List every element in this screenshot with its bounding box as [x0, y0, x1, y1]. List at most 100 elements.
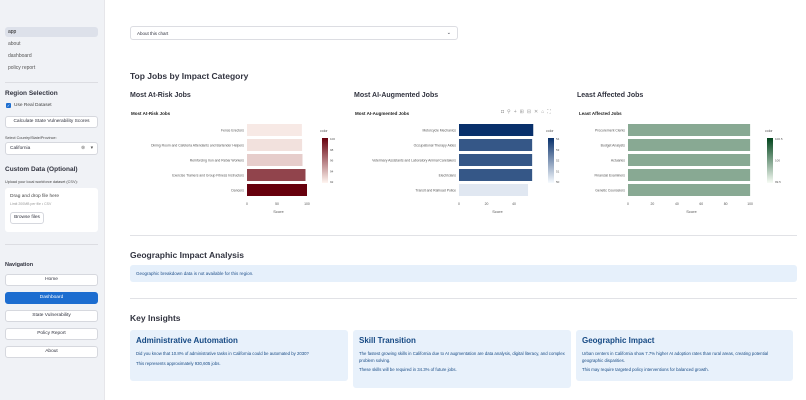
least-affected-heading: Least Affected Jobs	[577, 92, 644, 99]
x-tick-label: 100	[304, 202, 310, 206]
colorbar-tick-label: 99.5	[775, 180, 781, 184]
insight-card-automation: Administrative Automation Did you know t…	[130, 330, 348, 381]
insight-card-skill: Skill Transition The fastest growing ski…	[353, 330, 571, 388]
ai-augmented-chart[interactable]: Most AI-Augmented Jobs Motorcycle Mechani…	[349, 105, 569, 217]
modebar: ◘⚲+⊞⊟✕⌂⛶	[501, 109, 554, 115]
country-select-value: California	[10, 146, 31, 151]
nav-policy-report-button[interactable]: Policy Report	[5, 328, 98, 340]
y-tick-label: Actuaries	[611, 159, 625, 163]
chart-title: Least Affected Jobs	[579, 111, 622, 116]
custom-data-heading: Custom Data (Optional)	[5, 166, 78, 173]
zoom-out-icon[interactable]: ⊟	[526, 109, 535, 115]
clear-icon[interactable]: ⊗	[80, 146, 85, 151]
ai-augmented-heading: Most AI-Augmented Jobs	[354, 92, 439, 99]
least-affected-chart[interactable]: Least Affected Jobs Procurement Clerks Bud…	[573, 105, 793, 217]
y-tick-label: Genetic Counselors	[595, 189, 625, 193]
bar-genetic-counselors	[628, 184, 751, 196]
page-link-policy-report[interactable]: policy report	[8, 65, 36, 71]
calculate-scores-button[interactable]: Calculate State Vulnerability Scores	[5, 116, 98, 128]
y-tick-label: Dining Room and Cafeteria Attendants and…	[151, 144, 244, 148]
y-tick-label: Transit and Railroad Police	[415, 189, 456, 193]
bar-procurement-clerks	[628, 124, 751, 136]
drop-limit: Limit 200MB per file • CSV	[10, 202, 52, 206]
fullscreen-icon[interactable]: ⛶	[547, 109, 554, 115]
navigation-heading: Navigation	[5, 262, 34, 268]
nav-dashboard-button[interactable]: Dashboard	[5, 292, 98, 304]
at-risk-heading: Most At-Risk Jobs	[130, 92, 191, 99]
bar-transit-and-railroad-police	[459, 184, 529, 196]
x-tick-label: 0	[246, 202, 248, 206]
colorbar-tick-label: 96	[330, 159, 334, 163]
y-tick-label: Motorcycle Mechanics	[422, 129, 456, 133]
page-link-dashboard[interactable]: dashboard	[8, 53, 32, 59]
bar-financial-examiners	[628, 169, 751, 181]
nav-state-vulnerability-button[interactable]: State Vulnerability	[5, 310, 98, 322]
colorbar-tick-label: 92	[330, 180, 334, 184]
x-tick-label: 20	[485, 202, 489, 206]
colorbar-tick-label: 100	[330, 137, 335, 141]
divider	[130, 235, 797, 236]
colorbar	[548, 138, 554, 183]
x-tick-label: 50	[275, 202, 279, 206]
x-axis-label: Score	[492, 209, 503, 214]
y-tick-label: Veterinary Assistants and Laboratory Ani…	[372, 159, 456, 163]
colorbar-tick-label: 100	[775, 159, 780, 163]
x-axis-label: Score	[686, 209, 697, 214]
nav-about-button[interactable]: About	[5, 346, 98, 358]
zoom-in-icon[interactable]: ⊞	[519, 109, 527, 115]
page-link-about[interactable]: about	[8, 41, 21, 47]
camera-icon[interactable]: ◘	[501, 109, 508, 115]
browse-files-button[interactable]: Browse files	[10, 212, 44, 224]
card-text: Did you know that 10.8% of administrativ…	[136, 351, 309, 356]
y-tick-label: Financial Examiners	[594, 174, 625, 178]
use-real-dataset-checkbox[interactable]: ✓	[6, 103, 11, 108]
x-tick-label: 0	[458, 202, 460, 206]
card-text: These skills will be required in 34.3% o…	[359, 367, 457, 372]
y-tick-label: Exercise Trainers and Group Fitness Inst…	[172, 174, 244, 178]
bar-occupational-therapy-aides	[459, 139, 533, 151]
reset-axes-icon[interactable]: ⌂	[541, 109, 548, 115]
x-tick-label: 0	[627, 202, 629, 206]
card-text: Urban centers in California show 7.7% hi…	[582, 351, 769, 363]
insight-card-geographic: Geographic Impact Urban centers in Calif…	[576, 330, 793, 381]
y-tick-label: Budget Analysts	[601, 144, 626, 148]
select-label: Select Country/State/Province:	[5, 136, 57, 140]
file-dropzone[interactable]: Drag and drop file here Limit 200MB per …	[5, 188, 98, 232]
use-real-dataset-label: Use Real Dataset	[14, 103, 52, 108]
x-tick-label: 40	[512, 202, 516, 206]
bar-budget-analysts	[628, 139, 751, 151]
at-risk-chart[interactable]: Most At-Risk Jobs Fence Erectors Dining Ro…	[125, 105, 345, 217]
main-content: About this chart ⌄ Top Jobs by Impact Ca…	[105, 0, 806, 400]
autoscale-icon[interactable]: ✕	[534, 109, 542, 115]
bar-fence-erectors	[247, 124, 302, 136]
chart-title: Most AI-Augmented Jobs	[355, 111, 410, 116]
country-select[interactable]: California ⊗ ▾	[5, 142, 98, 155]
about-chart-expander[interactable]: About this chart ⌄	[130, 26, 458, 40]
drop-text: Drag and drop file here	[10, 194, 60, 199]
card-text: This represents approximately 930,605 jo…	[136, 360, 221, 366]
colorbar-tick-label: 98	[330, 148, 334, 152]
y-tick-label: Dancers	[231, 189, 244, 193]
colorbar-title: color	[546, 129, 554, 133]
zoom-icon[interactable]: ⚲	[507, 109, 514, 115]
colorbar-tick-label: 50	[556, 180, 560, 184]
x-tick-label: 40	[675, 202, 679, 206]
y-tick-label: Procurement Clerks	[595, 129, 625, 133]
expander-label: About this chart	[137, 31, 169, 36]
nav-home-button[interactable]: Home	[5, 274, 98, 286]
bar-actuaries	[628, 154, 751, 166]
sidebar: app about dashboard policy report Region…	[0, 0, 105, 400]
geographic-heading: Geographic Impact Analysis	[130, 250, 244, 260]
colorbar-tick-label: 94	[330, 169, 334, 173]
x-tick-label: 100	[747, 202, 753, 206]
divider	[5, 244, 98, 245]
bar-dining-room-and-cafeteria-attendants-and-bartender-helpers	[247, 139, 303, 151]
geographic-info-box: Geographic breakdown data is not availab…	[130, 265, 797, 282]
y-tick-label: Occupational Therapy Aides	[414, 144, 457, 148]
page-link-app[interactable]: app	[5, 27, 98, 37]
x-tick-label: 20	[651, 202, 655, 206]
x-tick-label: 80	[724, 202, 728, 206]
pan-icon[interactable]: +	[513, 109, 520, 115]
colorbar-tick-label: 53	[556, 148, 560, 152]
colorbar	[767, 138, 773, 183]
